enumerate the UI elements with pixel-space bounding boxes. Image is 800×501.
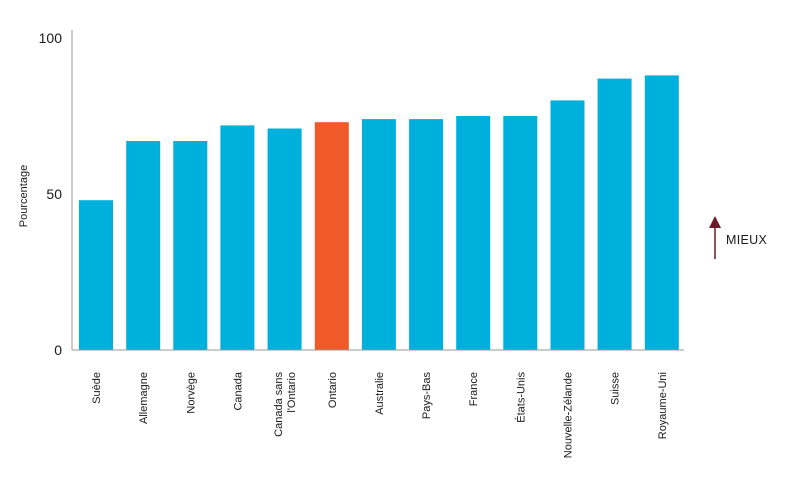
category-label: Royaume-Uni	[657, 372, 669, 439]
better-label: MIEUX	[726, 233, 767, 247]
bar-4	[220, 125, 255, 351]
category-label: Suisse	[610, 372, 622, 405]
category-label: Norvège	[185, 372, 197, 414]
category-label: Nouvelle-Zélande	[563, 372, 575, 458]
bar-8	[409, 119, 444, 350]
bar-12	[597, 78, 632, 350]
category-label: France	[468, 372, 480, 406]
category-label: Pays-Bas	[421, 372, 433, 420]
bar-10	[503, 116, 538, 350]
category-label: Canada	[232, 371, 244, 410]
category-label: Canada sansl'Ontario	[273, 372, 298, 437]
category-label: États-Unis	[514, 372, 527, 423]
y-tick-label: 50	[46, 186, 62, 202]
bars-group	[79, 75, 679, 351]
bar-6	[314, 122, 349, 350]
bar-2	[126, 141, 161, 350]
category-label: Allemagne	[138, 372, 150, 424]
category-label: Ontario	[327, 372, 339, 408]
y-tick-label: 100	[39, 30, 63, 46]
y-tick-label: 0	[54, 342, 62, 358]
better-annotation: MIEUX	[709, 216, 767, 259]
category-label: Australie	[374, 372, 386, 415]
category-label: Suède	[91, 372, 103, 404]
bar-13	[644, 75, 679, 351]
bar-5	[267, 128, 302, 350]
x-category-labels: Suède Allemagne Norvège Canada Canada sansl'…	[91, 371, 669, 458]
bar-7	[361, 119, 396, 350]
bar-3	[173, 141, 208, 350]
bar-9	[456, 116, 491, 350]
y-tick-labels: 0 50 100	[39, 30, 63, 358]
arrow-head-icon	[709, 216, 721, 228]
bar-11	[550, 100, 585, 351]
y-axis-label: Pourcentage	[18, 165, 30, 227]
bar-1	[79, 200, 113, 350]
